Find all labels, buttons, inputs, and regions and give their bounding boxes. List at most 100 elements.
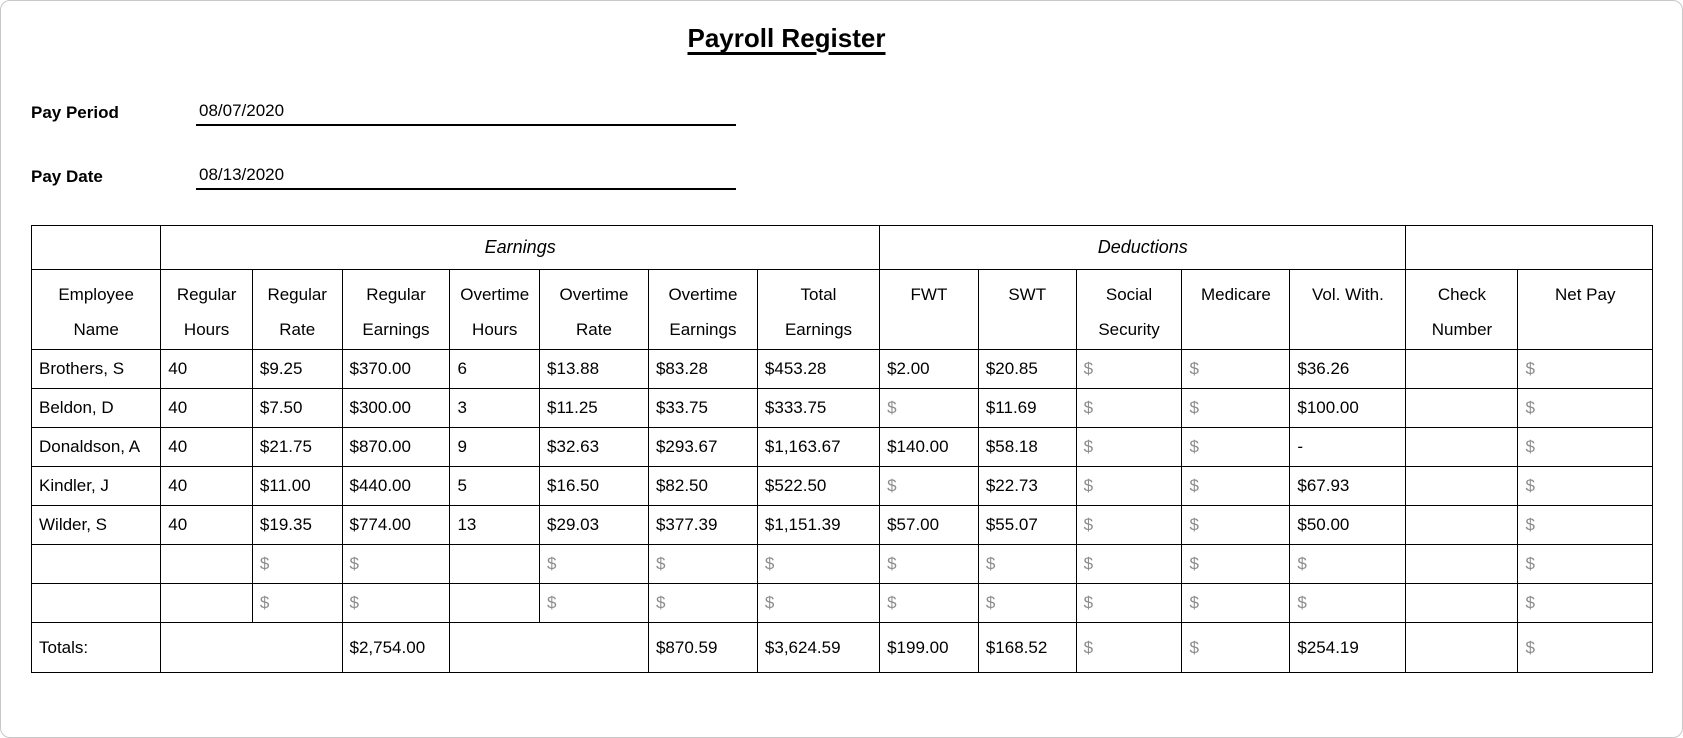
pay-period-value[interactable]: 08/07/2020 bbox=[196, 101, 736, 126]
cell-medicare[interactable]: $ bbox=[1181, 427, 1291, 467]
cell-overtime-earnings[interactable]: $82.50 bbox=[647, 466, 758, 506]
cell-check-number[interactable] bbox=[1405, 583, 1519, 623]
cell-check-number[interactable] bbox=[1405, 349, 1519, 389]
totals-cell-medicare[interactable]: $ bbox=[1181, 622, 1291, 673]
cell-overtime-earnings[interactable]: $377.39 bbox=[647, 505, 758, 545]
cell-social-security[interactable]: $ bbox=[1075, 583, 1183, 623]
cell-overtime-hours[interactable]: 3 bbox=[449, 388, 541, 428]
cell-overtime-earnings[interactable]: $ bbox=[647, 583, 758, 623]
cell-overtime-rate[interactable]: $ bbox=[539, 544, 649, 584]
cell-employee-name[interactable] bbox=[30, 544, 162, 584]
cell-fwt[interactable]: $ bbox=[879, 583, 979, 623]
cell-overtime-rate[interactable]: $29.03 bbox=[539, 505, 649, 545]
cell-net-pay[interactable]: $ bbox=[1517, 388, 1653, 428]
cell-total-earnings[interactable]: $ bbox=[756, 583, 881, 623]
cell-check-number[interactable] bbox=[1405, 505, 1519, 545]
cell-regular-earnings[interactable]: $440.00 bbox=[341, 466, 451, 506]
cell-overtime-rate[interactable]: $32.63 bbox=[539, 427, 649, 467]
cell-swt[interactable]: $55.07 bbox=[977, 505, 1077, 545]
cell-swt[interactable]: $ bbox=[977, 583, 1077, 623]
totals-cell-vol-with[interactable]: $254.19 bbox=[1289, 622, 1407, 673]
totals-cell-regular-hours-rate[interactable] bbox=[160, 622, 343, 673]
cell-total-earnings[interactable]: $453.28 bbox=[756, 349, 881, 389]
cell-social-security[interactable]: $ bbox=[1075, 388, 1183, 428]
cell-social-security[interactable]: $ bbox=[1075, 349, 1183, 389]
cell-swt[interactable]: $20.85 bbox=[977, 349, 1077, 389]
totals-cell-regular-earnings[interactable]: $2,754.00 bbox=[341, 622, 451, 673]
cell-overtime-hours[interactable] bbox=[449, 583, 541, 623]
cell-medicare[interactable]: $ bbox=[1181, 583, 1291, 623]
totals-cell-check-number[interactable] bbox=[1405, 622, 1519, 673]
cell-fwt[interactable]: $ bbox=[879, 388, 979, 428]
cell-overtime-earnings[interactable]: $83.28 bbox=[647, 349, 758, 389]
cell-vol-with[interactable]: $36.26 bbox=[1289, 349, 1407, 389]
cell-vol-with[interactable]: - bbox=[1289, 427, 1407, 467]
cell-fwt[interactable]: $ bbox=[879, 466, 979, 506]
cell-regular-earnings[interactable]: $370.00 bbox=[341, 349, 451, 389]
cell-net-pay[interactable]: $ bbox=[1517, 583, 1653, 623]
cell-overtime-hours[interactable]: 9 bbox=[449, 427, 541, 467]
cell-employee-name[interactable]: Beldon, D bbox=[30, 388, 162, 428]
cell-overtime-rate[interactable]: $11.25 bbox=[539, 388, 649, 428]
cell-fwt[interactable]: $57.00 bbox=[879, 505, 979, 545]
cell-check-number[interactable] bbox=[1405, 544, 1519, 584]
cell-net-pay[interactable]: $ bbox=[1517, 544, 1653, 584]
cell-regular-earnings[interactable]: $870.00 bbox=[341, 427, 451, 467]
cell-swt[interactable]: $58.18 bbox=[977, 427, 1077, 467]
cell-total-earnings[interactable]: $522.50 bbox=[756, 466, 881, 506]
cell-overtime-earnings[interactable]: $ bbox=[647, 544, 758, 584]
cell-overtime-hours[interactable] bbox=[449, 544, 541, 584]
cell-regular-hours[interactable]: 40 bbox=[160, 388, 253, 428]
cell-net-pay[interactable]: $ bbox=[1517, 466, 1653, 506]
cell-employee-name[interactable]: Brothers, S bbox=[30, 349, 162, 389]
totals-cell-overtime-hours-rate[interactable] bbox=[449, 622, 649, 673]
cell-vol-with[interactable]: $ bbox=[1289, 544, 1407, 584]
cell-vol-with[interactable]: $ bbox=[1289, 583, 1407, 623]
cell-regular-rate[interactable]: $19.35 bbox=[251, 505, 343, 545]
cell-regular-earnings[interactable]: $ bbox=[341, 583, 451, 623]
cell-regular-earnings[interactable]: $774.00 bbox=[341, 505, 451, 545]
cell-net-pay[interactable]: $ bbox=[1517, 349, 1653, 389]
cell-medicare[interactable]: $ bbox=[1181, 544, 1291, 584]
cell-medicare[interactable]: $ bbox=[1181, 388, 1291, 428]
totals-cell-total-earnings[interactable]: $3,624.59 bbox=[756, 622, 881, 673]
cell-employee-name[interactable]: Wilder, S bbox=[30, 505, 162, 545]
totals-cell-social-security[interactable]: $ bbox=[1075, 622, 1183, 673]
cell-net-pay[interactable]: $ bbox=[1517, 427, 1653, 467]
cell-total-earnings[interactable]: $1,151.39 bbox=[756, 505, 881, 545]
cell-fwt[interactable]: $140.00 bbox=[879, 427, 979, 467]
cell-regular-hours[interactable] bbox=[160, 583, 253, 623]
cell-medicare[interactable]: $ bbox=[1181, 505, 1291, 545]
cell-regular-hours[interactable]: 40 bbox=[160, 466, 253, 506]
cell-overtime-rate[interactable]: $13.88 bbox=[539, 349, 649, 389]
pay-date-value[interactable]: 08/13/2020 bbox=[196, 165, 736, 190]
cell-regular-rate[interactable]: $11.00 bbox=[251, 466, 343, 506]
cell-check-number[interactable] bbox=[1405, 427, 1519, 467]
totals-cell-net-pay[interactable]: $ bbox=[1517, 622, 1653, 673]
cell-regular-hours[interactable]: 40 bbox=[160, 427, 253, 467]
cell-employee-name[interactable]: Kindler, J bbox=[30, 466, 162, 506]
cell-regular-hours[interactable] bbox=[160, 544, 253, 584]
cell-regular-rate[interactable]: $9.25 bbox=[251, 349, 343, 389]
cell-social-security[interactable]: $ bbox=[1075, 466, 1183, 506]
cell-overtime-rate[interactable]: $ bbox=[539, 583, 649, 623]
cell-regular-rate[interactable]: $ bbox=[251, 583, 343, 623]
cell-employee-name[interactable] bbox=[30, 583, 162, 623]
cell-overtime-hours[interactable]: 5 bbox=[449, 466, 541, 506]
cell-regular-earnings[interactable]: $300.00 bbox=[341, 388, 451, 428]
cell-medicare[interactable]: $ bbox=[1181, 466, 1291, 506]
cell-overtime-earnings[interactable]: $33.75 bbox=[647, 388, 758, 428]
totals-cell-swt[interactable]: $168.52 bbox=[977, 622, 1077, 673]
cell-overtime-hours[interactable]: 6 bbox=[449, 349, 541, 389]
cell-vol-with[interactable]: $50.00 bbox=[1289, 505, 1407, 545]
cell-social-security[interactable]: $ bbox=[1075, 427, 1183, 467]
cell-regular-earnings[interactable]: $ bbox=[341, 544, 451, 584]
cell-social-security[interactable]: $ bbox=[1075, 505, 1183, 545]
cell-check-number[interactable] bbox=[1405, 466, 1519, 506]
cell-regular-rate[interactable]: $7.50 bbox=[251, 388, 343, 428]
cell-vol-with[interactable]: $100.00 bbox=[1289, 388, 1407, 428]
cell-overtime-earnings[interactable]: $293.67 bbox=[647, 427, 758, 467]
cell-regular-rate[interactable]: $21.75 bbox=[251, 427, 343, 467]
cell-fwt[interactable]: $ bbox=[879, 544, 979, 584]
cell-social-security[interactable]: $ bbox=[1075, 544, 1183, 584]
